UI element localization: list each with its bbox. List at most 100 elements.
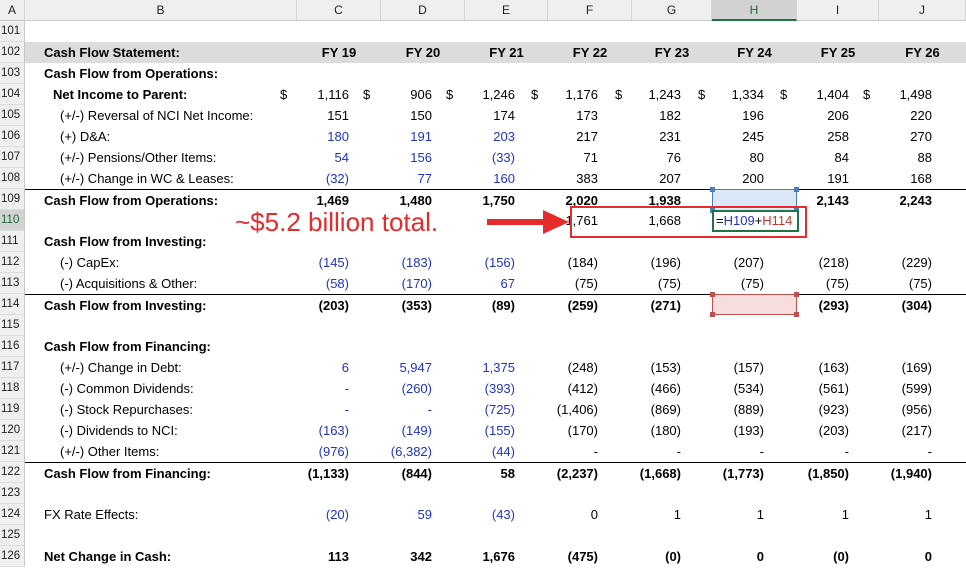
row-label[interactable]: (-) Stock Repurchases: [60, 402, 193, 417]
value-cell[interactable]: (203) [818, 423, 849, 438]
row-header[interactable]: 123 [0, 483, 25, 504]
value-cell[interactable]: (153) [650, 360, 681, 375]
row-header[interactable]: 117 [0, 357, 25, 378]
value-cell[interactable]: (271) [650, 298, 681, 313]
value-cell[interactable]: 113 [328, 549, 349, 564]
value-cell[interactable]: (0) [665, 549, 681, 564]
value-cell[interactable]: 1,243 [648, 87, 681, 102]
value-cell[interactable]: (260) [401, 381, 432, 396]
row-label[interactable]: Cash Flow from Investing: [44, 298, 207, 313]
value-cell[interactable]: (75) [574, 276, 598, 291]
value-cell[interactable]: 1,176 [565, 87, 598, 102]
value-cell[interactable]: (193) [733, 423, 764, 438]
value-cell[interactable]: (412) [567, 381, 598, 396]
value-cell[interactable]: (229) [901, 255, 932, 270]
value-cell[interactable]: 1,498 [899, 87, 932, 102]
value-cell[interactable]: 6 [341, 360, 349, 375]
value-cell[interactable]: (293) [818, 298, 849, 313]
value-cell[interactable]: (1,773) [722, 466, 764, 481]
value-cell[interactable]: 1,750 [482, 193, 515, 208]
value-cell[interactable]: FY 25 [820, 45, 856, 60]
row-label[interactable]: (+) D&A: [60, 129, 111, 144]
value-cell[interactable]: (393) [484, 381, 515, 396]
value-cell[interactable]: 71 [583, 150, 598, 165]
row-label[interactable]: Cash Flow from Financing: [44, 339, 211, 354]
value-cell[interactable]: 151 [327, 108, 349, 123]
value-cell[interactable]: 196 [742, 108, 764, 123]
row-label[interactable]: Cash Flow Statement: [44, 45, 180, 60]
row-header[interactable]: 115 [0, 315, 25, 336]
value-cell[interactable]: (1,850) [807, 466, 849, 481]
value-cell[interactable]: FY 23 [654, 45, 690, 60]
value-cell[interactable]: (725) [484, 402, 515, 417]
value-cell[interactable]: 80 [749, 150, 764, 165]
value-cell[interactable]: 0 [924, 549, 932, 564]
row-header[interactable]: 108 [0, 168, 25, 189]
row-header[interactable]: 125 [0, 525, 25, 546]
row-label[interactable]: (+/-) Change in Debt: [60, 360, 182, 375]
cell-H114-highlight[interactable] [710, 292, 799, 317]
value-cell[interactable]: (353) [401, 298, 432, 313]
value-cell[interactable]: (2,237) [556, 466, 598, 481]
value-cell[interactable]: (976) [318, 444, 349, 459]
value-cell[interactable]: 1,761 [565, 213, 598, 228]
value-cell[interactable]: 168 [910, 171, 932, 186]
row-header[interactable]: 114 [0, 294, 25, 315]
value-cell[interactable]: 1,404 [816, 87, 849, 102]
row-header[interactable]: 106 [0, 126, 25, 147]
value-cell[interactable]: 59 [417, 507, 432, 522]
value-cell[interactable]: FY 20 [405, 45, 441, 60]
value-cell[interactable]: - [927, 444, 932, 459]
row-label[interactable]: (+/-) Pensions/Other Items: [60, 150, 217, 165]
row-label[interactable]: (-) Dividends to NCI: [60, 423, 178, 438]
row-header[interactable]: 119 [0, 399, 25, 420]
value-cell[interactable]: (1,940) [890, 466, 932, 481]
row-header[interactable]: 110 [0, 210, 25, 231]
value-cell[interactable]: (157) [733, 360, 764, 375]
value-cell[interactable]: (248) [567, 360, 598, 375]
value-cell[interactable]: (218) [818, 255, 849, 270]
value-cell[interactable]: FY 19 [321, 45, 357, 60]
value-cell[interactable]: (183) [401, 255, 432, 270]
value-cell[interactable]: 0 [756, 549, 764, 564]
value-cell[interactable]: 383 [576, 171, 598, 186]
value-cell[interactable]: 58 [500, 466, 515, 481]
value-cell[interactable]: 76 [666, 150, 681, 165]
formula-edit-cell[interactable]: =H109+H114 [712, 210, 799, 232]
value-cell[interactable]: 1,938 [648, 193, 681, 208]
value-cell[interactable]: 173 [576, 108, 598, 123]
row-label[interactable]: (+/-) Reversal of NCI Net Income: [60, 108, 254, 123]
row-header[interactable]: 112 [0, 252, 25, 273]
value-cell[interactable]: 54 [334, 150, 349, 165]
column-header-9[interactable]: I [797, 0, 879, 21]
row-label[interactable]: (+/-) Change in WC & Leases: [60, 171, 234, 186]
row-header[interactable]: 104 [0, 84, 25, 105]
column-header-3[interactable]: C [297, 0, 381, 21]
value-cell[interactable]: (599) [901, 381, 932, 396]
value-cell[interactable]: (475) [567, 549, 598, 564]
value-cell[interactable]: 1,375 [482, 360, 515, 375]
value-cell[interactable]: 150 [410, 108, 432, 123]
row-label[interactable]: Net Income to Parent: [53, 87, 188, 102]
value-cell[interactable]: (304) [901, 298, 932, 313]
row-header[interactable]: 122 [0, 462, 25, 483]
value-cell[interactable]: 191 [410, 129, 432, 144]
value-cell[interactable]: (33) [491, 150, 515, 165]
value-cell[interactable]: 84 [834, 150, 849, 165]
value-cell[interactable]: 207 [659, 171, 681, 186]
value-cell[interactable]: 200 [742, 171, 764, 186]
row-label[interactable]: (-) Common Dividends: [60, 381, 194, 396]
value-cell[interactable]: 0 [590, 507, 598, 522]
column-header-7[interactable]: G [632, 0, 712, 21]
value-cell[interactable]: (956) [901, 402, 932, 417]
row-header[interactable]: 113 [0, 273, 25, 294]
row-header[interactable]: 116 [0, 336, 25, 357]
value-cell[interactable]: 182 [659, 108, 681, 123]
value-cell[interactable]: 191 [827, 171, 849, 186]
value-cell[interactable]: FY 21 [489, 45, 524, 60]
value-cell[interactable]: FY 26 [905, 45, 940, 60]
value-cell[interactable]: 203 [493, 129, 515, 144]
value-cell[interactable]: 231 [659, 129, 681, 144]
row-header[interactable]: 120 [0, 420, 25, 441]
value-cell[interactable]: (170) [567, 423, 598, 438]
